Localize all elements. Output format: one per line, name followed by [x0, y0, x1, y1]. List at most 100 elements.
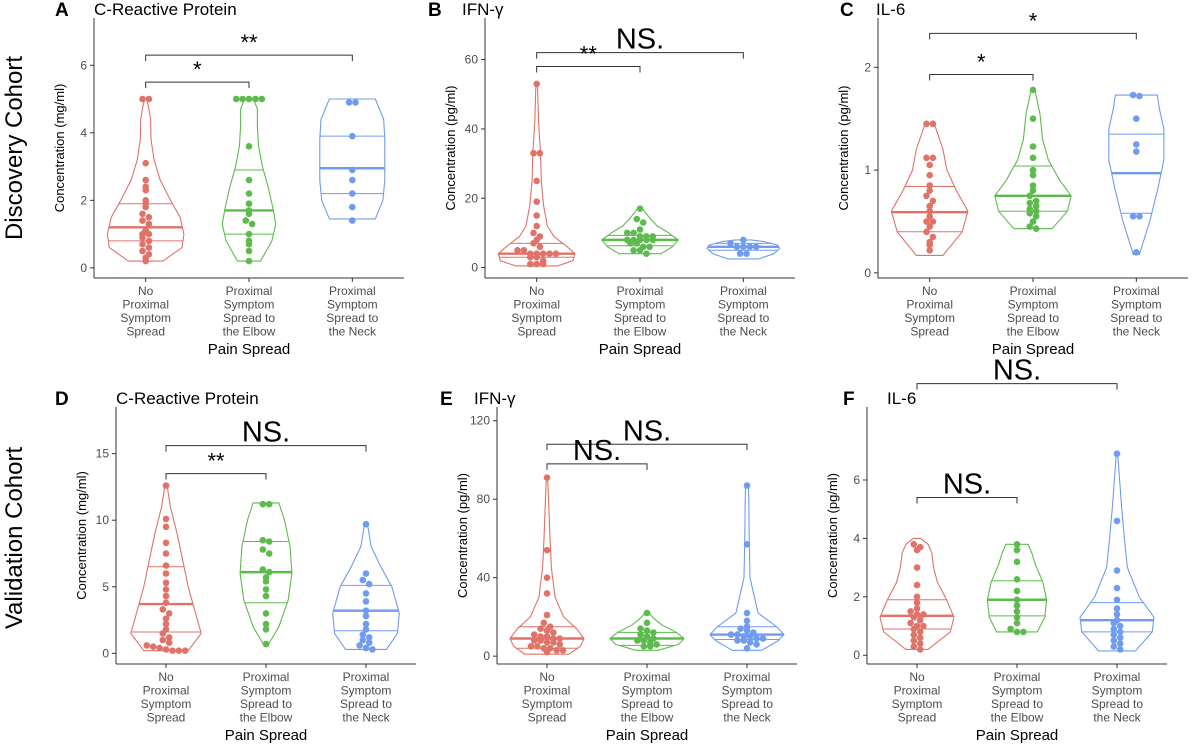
data-point [1013, 546, 1021, 554]
data-point [162, 539, 170, 547]
data-point [534, 643, 541, 650]
data-point [1116, 622, 1124, 630]
data-point [1032, 225, 1040, 232]
data-point [145, 213, 153, 221]
panel-f: F IL-6 0 2 4 6 Concentration (pg/ml) No Proximal… [825, 355, 1167, 744]
data-point [156, 644, 163, 652]
data-point [242, 217, 250, 224]
data-point [913, 593, 921, 601]
data-point [650, 629, 657, 636]
data-point [926, 171, 933, 179]
data-point [759, 635, 767, 642]
data-point [910, 541, 918, 548]
data-point [913, 546, 921, 554]
data-point [1110, 625, 1118, 633]
data-point [362, 520, 370, 528]
panel-a: A C-Reactive Protein 0 2 4 6 Concentration (mg… [52, 0, 404, 358]
data-point [533, 80, 540, 88]
x-tick-label: Proximal Symptom Spread to the Elbow [614, 284, 667, 339]
data-point [536, 149, 544, 157]
panel-b: B IFN-γ 0 20 40 60 Concentration (pg/ml) No Prox… [428, 0, 795, 358]
x-axis-label: Pain Spread [976, 727, 1059, 744]
data-point [543, 648, 551, 656]
significance-bracket: * [929, 50, 1034, 81]
x-tick-label: Proximal Symptom Spread to the Neck [1091, 670, 1143, 725]
data-point [913, 564, 921, 571]
data-point [514, 247, 521, 254]
panel-c: C IL-6 0 1 2 Concentration (pg/ml) No Proximal S… [836, 0, 1188, 358]
data-point [926, 241, 933, 249]
data-point [643, 627, 651, 634]
data-point [910, 643, 918, 650]
data-point [1029, 154, 1037, 162]
data-point [727, 631, 735, 638]
data-point [1026, 192, 1034, 200]
data-point [929, 120, 937, 128]
violin-series [1079, 450, 1155, 653]
bracket-line [145, 54, 353, 62]
data-point [539, 260, 547, 268]
data-point [533, 177, 540, 185]
data-point [543, 639, 551, 646]
x-axis-label: Pain Spread [606, 727, 689, 744]
data-point [623, 229, 631, 237]
data-point [162, 586, 170, 593]
data-point [1113, 584, 1121, 592]
data-point [1136, 92, 1143, 100]
x-tick-label: Proximal Symptom Spread to the Elbow [223, 284, 276, 339]
data-point [1013, 576, 1021, 583]
x-tick-label: Proximal Symptom Spread to the Elbow [991, 670, 1044, 725]
data-point [639, 219, 647, 226]
data-point [627, 240, 634, 247]
data-point [1032, 213, 1040, 220]
data-point [753, 641, 760, 648]
x-tick-label: Proximal Symptom Spread to the Neck [721, 670, 773, 725]
data-point [1013, 596, 1021, 604]
data-point [743, 609, 751, 617]
data-point [727, 240, 734, 247]
violin-series [106, 95, 185, 265]
significance-bracket: * [145, 57, 250, 89]
data-point [1026, 199, 1034, 207]
data-point [649, 236, 657, 244]
bracket-line [916, 383, 1118, 390]
y-axis-label: Concentration (pg/ml) [443, 86, 458, 211]
data-point [537, 637, 544, 644]
y-tick-label: 0 [864, 266, 871, 280]
data-point [1013, 602, 1021, 609]
data-point [142, 186, 149, 194]
significance-label: NS. [616, 24, 664, 56]
data-point [734, 631, 741, 638]
data-point [175, 647, 183, 654]
data-point [543, 590, 551, 597]
data-point [916, 640, 924, 647]
data-point [633, 215, 641, 223]
x-axis-label: Pain Spread [992, 341, 1075, 358]
bracket-line [165, 473, 267, 480]
data-point [926, 247, 933, 254]
y-tick-label: 6 [853, 473, 860, 487]
data-point [245, 230, 253, 238]
violin-series [1108, 91, 1165, 256]
data-point [630, 247, 637, 254]
data-point [743, 250, 750, 257]
panel-title: C-Reactive Protein [116, 389, 259, 408]
data-point [139, 217, 146, 224]
bracket-line [929, 74, 1034, 81]
data-point [743, 645, 751, 652]
data-point [245, 210, 253, 218]
data-point [365, 580, 373, 588]
violin-series [319, 98, 386, 224]
significance-bracket: NS. [165, 417, 367, 452]
violin-series [332, 520, 400, 653]
panel-title: IFN-γ [474, 389, 516, 408]
y-tick-label: 20 [465, 191, 479, 205]
data-point [1013, 587, 1021, 595]
data-point [926, 182, 933, 189]
data-point [543, 633, 551, 640]
data-point [646, 243, 653, 251]
data-point [1110, 631, 1118, 639]
data-point [162, 515, 170, 523]
x-axis-label: Pain Spread [599, 341, 682, 358]
data-point [162, 570, 170, 577]
